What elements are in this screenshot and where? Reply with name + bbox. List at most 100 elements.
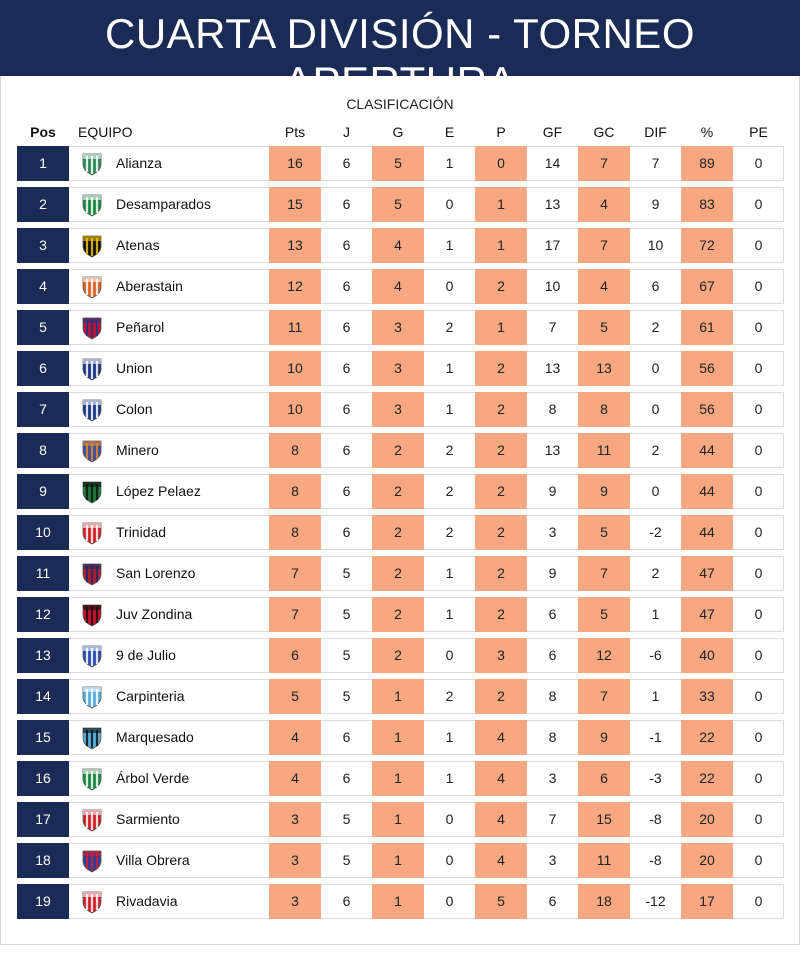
pe-cell: 0 bbox=[754, 401, 763, 417]
team-name: Union bbox=[116, 360, 153, 376]
p-cell: 2 bbox=[475, 515, 527, 550]
villa-obrera-crest-icon bbox=[82, 850, 102, 873]
j-cell: 6 bbox=[342, 729, 351, 745]
dif-cell: -6 bbox=[649, 647, 662, 663]
p-cell: 2 bbox=[475, 392, 527, 427]
e-cell: 1 bbox=[445, 401, 454, 417]
e-cell: 0 bbox=[445, 893, 454, 909]
pct-cell: 56 bbox=[681, 351, 733, 386]
pct-cell: 61 bbox=[681, 310, 733, 345]
gf-cell: 6 bbox=[548, 647, 557, 663]
pts-cell: 3 bbox=[269, 843, 321, 878]
pct-cell: 47 bbox=[681, 556, 733, 591]
dif-cell: 9 bbox=[651, 196, 660, 212]
gf-cell: 7 bbox=[548, 319, 557, 335]
dif-cell: 0 bbox=[651, 360, 660, 376]
col-header-gc: GC bbox=[593, 124, 615, 140]
gc-cell: 5 bbox=[578, 310, 630, 345]
position-cell: 12 bbox=[17, 597, 69, 632]
j-cell: 6 bbox=[342, 360, 351, 376]
col-header-pe: PE bbox=[749, 124, 768, 140]
table-row: 16 Árbol Verde 4 6 1 1 4 3 6 -3 22 0 bbox=[17, 761, 784, 796]
aberastain-crest-icon bbox=[82, 276, 102, 299]
table-row: 1 Alianza 16 6 5 1 0 14 7 7 89 0 bbox=[17, 146, 784, 181]
pct-cell: 56 bbox=[681, 392, 733, 427]
pe-cell: 0 bbox=[754, 688, 763, 704]
san-lorenzo-crest-icon bbox=[82, 563, 102, 586]
col-header-j: J bbox=[343, 124, 350, 140]
table-row: 4 Aberastain 12 6 4 0 2 10 4 6 67 0 bbox=[17, 269, 784, 304]
sarmiento-crest-icon bbox=[82, 809, 102, 832]
col-header-p: P bbox=[496, 124, 506, 140]
pts-cell: 10 bbox=[269, 392, 321, 427]
team-name: Árbol Verde bbox=[116, 770, 190, 786]
lopez-pelaez-crest-icon bbox=[82, 481, 102, 504]
g-cell: 3 bbox=[372, 392, 424, 427]
g-cell: 5 bbox=[372, 187, 424, 222]
carpinteria-crest-icon bbox=[82, 686, 102, 709]
j-cell: 6 bbox=[342, 401, 351, 417]
pct-cell: 72 bbox=[681, 228, 733, 263]
position-cell: 14 bbox=[17, 679, 69, 714]
standings-card: CLASIFICACIÓN Pos EQUIPO Pts J G E P GF … bbox=[0, 76, 800, 945]
p-cell: 2 bbox=[475, 556, 527, 591]
dif-cell: 0 bbox=[651, 483, 660, 499]
pts-cell: 8 bbox=[269, 474, 321, 509]
gc-cell: 7 bbox=[578, 556, 630, 591]
gc-cell: 11 bbox=[578, 433, 630, 468]
j-cell: 6 bbox=[342, 893, 351, 909]
j-cell: 6 bbox=[342, 278, 351, 294]
gf-cell: 13 bbox=[544, 360, 561, 376]
gc-cell: 9 bbox=[578, 474, 630, 509]
pct-cell: 44 bbox=[681, 474, 733, 509]
team-name: 9 de Julio bbox=[116, 647, 176, 663]
pe-cell: 0 bbox=[754, 442, 763, 458]
j-cell: 6 bbox=[342, 524, 351, 540]
p-cell: 2 bbox=[475, 351, 527, 386]
pts-cell: 7 bbox=[269, 556, 321, 591]
pts-cell: 5 bbox=[269, 679, 321, 714]
g-cell: 1 bbox=[372, 802, 424, 837]
table-row: 5 Peñarol 11 6 3 2 1 7 5 2 61 0 bbox=[17, 310, 784, 345]
team-name: Alianza bbox=[116, 155, 162, 171]
gf-cell: 10 bbox=[544, 278, 561, 294]
table-row: 9 López Pelaez 8 6 2 2 2 9 9 0 44 0 bbox=[17, 474, 784, 509]
team-name: Sarmiento bbox=[116, 811, 180, 827]
j-cell: 6 bbox=[342, 237, 351, 253]
dif-cell: 1 bbox=[651, 688, 660, 704]
pct-cell: 67 bbox=[681, 269, 733, 304]
trinidad-crest-icon bbox=[82, 522, 102, 545]
p-cell: 1 bbox=[475, 228, 527, 263]
e-cell: 1 bbox=[445, 237, 454, 253]
gf-cell: 14 bbox=[544, 155, 561, 171]
col-header-pct: % bbox=[700, 124, 714, 140]
gf-cell: 17 bbox=[544, 237, 561, 253]
pe-cell: 0 bbox=[754, 155, 763, 171]
pe-cell: 0 bbox=[754, 729, 763, 745]
dif-cell: -8 bbox=[649, 852, 662, 868]
g-cell: 1 bbox=[372, 720, 424, 755]
juv-zondina-crest-icon bbox=[82, 604, 102, 627]
p-cell: 2 bbox=[475, 679, 527, 714]
desamparados-crest-icon bbox=[82, 194, 102, 217]
pts-cell: 16 bbox=[269, 146, 321, 181]
e-cell: 2 bbox=[445, 688, 454, 704]
pct-cell: 20 bbox=[681, 802, 733, 837]
p-cell: 2 bbox=[475, 269, 527, 304]
pts-cell: 12 bbox=[269, 269, 321, 304]
table-row: 2 Desamparados 15 6 5 0 1 13 4 9 83 0 bbox=[17, 187, 784, 222]
gf-cell: 8 bbox=[548, 401, 557, 417]
col-header-dif: DIF bbox=[644, 124, 667, 140]
pts-cell: 7 bbox=[269, 597, 321, 632]
table-row: 14 Carpinteria 5 5 1 2 2 8 7 1 33 0 bbox=[17, 679, 784, 714]
pct-cell: 33 bbox=[681, 679, 733, 714]
pct-cell: 47 bbox=[681, 597, 733, 632]
e-cell: 1 bbox=[445, 360, 454, 376]
gf-cell: 3 bbox=[548, 524, 557, 540]
g-cell: 1 bbox=[372, 843, 424, 878]
position-cell: 15 bbox=[17, 720, 69, 755]
pts-cell: 8 bbox=[269, 515, 321, 550]
table-row: 8 Minero 8 6 2 2 2 13 11 2 44 0 bbox=[17, 433, 784, 468]
table-row: 17 Sarmiento 3 5 1 0 4 7 15 -8 20 0 bbox=[17, 802, 784, 837]
g-cell: 2 bbox=[372, 433, 424, 468]
